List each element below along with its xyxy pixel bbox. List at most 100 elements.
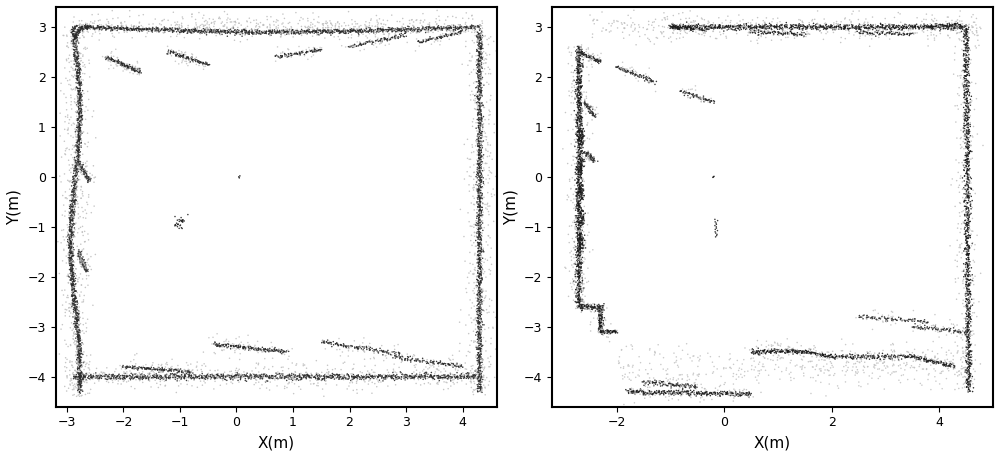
Point [469, 355, 485, 362]
Point [65, 178, 81, 186]
Point [417, 372, 433, 380]
Point [437, 371, 453, 378]
Point [207, 377, 223, 385]
Point [941, 361, 957, 368]
Point [593, 303, 609, 310]
Point [360, 38, 376, 46]
Point [375, 27, 391, 35]
Point [348, 28, 364, 36]
Point [588, 305, 604, 313]
Point [278, 53, 294, 60]
Point [817, 20, 833, 27]
Point [400, 27, 416, 34]
Point [88, 24, 104, 32]
Point [71, 274, 87, 282]
Point [65, 213, 81, 220]
Point [196, 377, 212, 385]
Point [575, 285, 591, 292]
Point [660, 388, 676, 395]
Point [573, 152, 589, 159]
Point [248, 28, 264, 35]
Point [471, 288, 487, 295]
Point [71, 250, 87, 257]
Point [276, 23, 292, 30]
Point [574, 134, 590, 141]
Point [472, 128, 488, 135]
Point [956, 104, 972, 111]
Point [961, 369, 977, 376]
Point [348, 373, 364, 381]
Point [70, 103, 86, 110]
Point [472, 212, 488, 219]
Point [567, 181, 583, 189]
Point [369, 28, 385, 35]
Point [122, 64, 138, 71]
Point [98, 372, 114, 379]
Point [570, 150, 586, 158]
Point [132, 370, 148, 377]
Point [257, 363, 273, 371]
Point [472, 159, 488, 166]
Point [292, 372, 308, 380]
Point [899, 361, 915, 368]
Point [574, 152, 590, 159]
Point [960, 252, 976, 259]
Point [447, 24, 463, 32]
Point [416, 372, 432, 379]
Point [962, 288, 978, 295]
Point [192, 27, 208, 35]
Point [964, 312, 980, 319]
Point [131, 71, 147, 78]
Point [472, 32, 488, 40]
Point [67, 53, 83, 60]
Point [593, 324, 609, 331]
Point [580, 303, 596, 310]
Point [739, 391, 755, 399]
Point [856, 24, 872, 31]
Point [71, 142, 87, 149]
Point [65, 179, 81, 186]
Point [135, 23, 151, 31]
Point [69, 350, 85, 357]
Point [876, 356, 892, 363]
Point [74, 25, 90, 32]
Point [686, 93, 702, 100]
Point [572, 91, 588, 98]
Point [174, 27, 190, 34]
Point [474, 191, 490, 199]
Point [180, 368, 196, 376]
Point [666, 25, 682, 32]
Point [323, 27, 339, 34]
Point [58, 145, 74, 153]
Point [906, 351, 922, 359]
Point [436, 33, 452, 40]
Point [115, 373, 131, 381]
Point [216, 22, 232, 30]
Point [831, 21, 847, 29]
Point [598, 317, 614, 324]
Point [591, 317, 607, 324]
Point [63, 98, 79, 106]
Point [575, 302, 591, 309]
Point [959, 80, 975, 88]
Point [356, 343, 372, 351]
Point [959, 180, 975, 187]
Point [938, 359, 954, 367]
Point [473, 134, 489, 141]
Point [470, 189, 486, 197]
Point [72, 320, 88, 327]
Point [613, 19, 629, 27]
Point [59, 374, 75, 382]
Point [472, 362, 488, 370]
Point [697, 385, 713, 392]
Point [474, 293, 490, 301]
Point [964, 340, 980, 347]
Point [473, 209, 489, 217]
Point [63, 208, 79, 216]
Point [728, 25, 744, 32]
Point [570, 296, 586, 303]
Point [247, 372, 263, 379]
Point [110, 14, 126, 21]
Point [314, 377, 330, 384]
Point [446, 22, 462, 30]
